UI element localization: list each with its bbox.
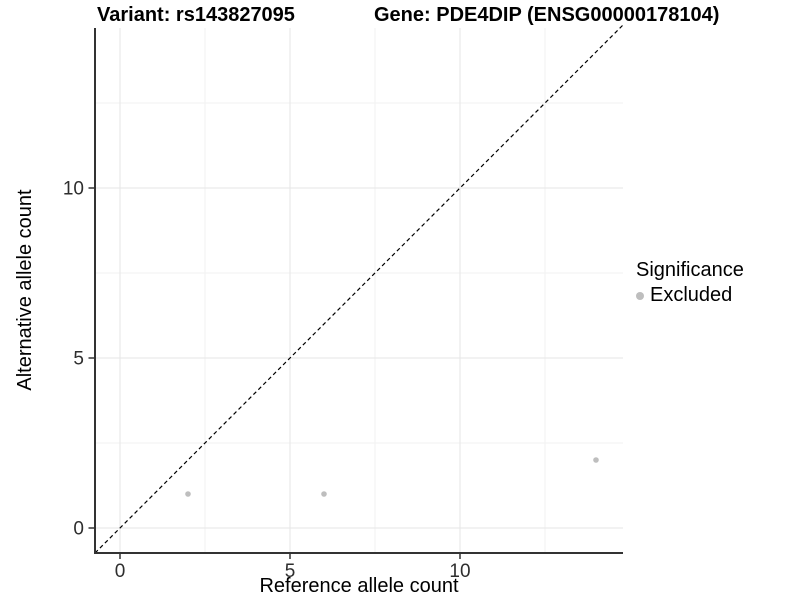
legend-point-swatch [636, 291, 644, 300]
legend: Significance Excluded [636, 258, 744, 307]
x-axis-label: Reference allele count [259, 575, 459, 597]
data-point [321, 491, 327, 497]
y-tick-label: 5 [73, 349, 84, 370]
x-tick-label: 10 [449, 561, 470, 582]
y-tick-label: 0 [73, 519, 84, 540]
legend-item-excluded: Excluded [636, 284, 744, 307]
y-tick-label: 10 [63, 179, 84, 200]
variant-title: Variant: rs143827095 [97, 4, 295, 26]
legend-item-label: Excluded [650, 284, 733, 306]
x-tick-label: 5 [285, 561, 296, 582]
y-axis-label: Alternative allele count [14, 189, 36, 391]
x-tick-label: 0 [115, 561, 126, 582]
legend-title: Significance [636, 259, 744, 281]
gene-title: Gene: PDE4DIP (ENSG00000178104) [374, 4, 720, 26]
data-point [593, 457, 599, 463]
data-point [185, 491, 191, 497]
identity-line [94, 24, 624, 554]
